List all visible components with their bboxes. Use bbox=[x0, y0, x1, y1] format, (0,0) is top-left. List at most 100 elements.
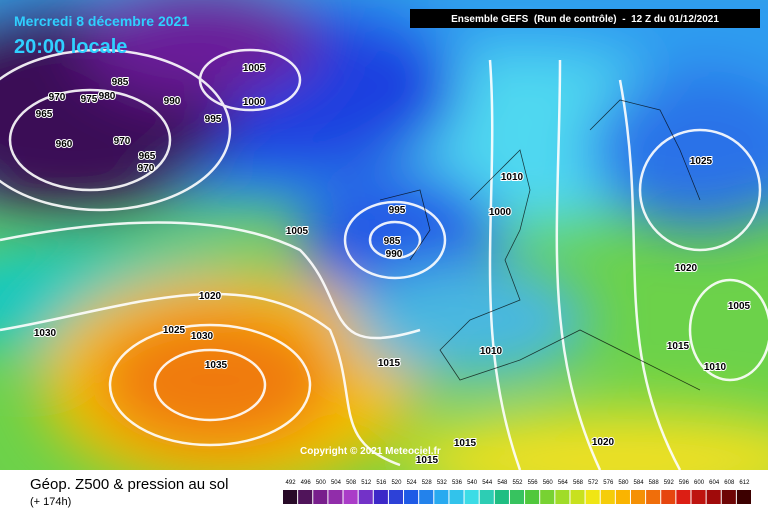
colorbar-swatch bbox=[373, 490, 388, 504]
colorbar-label: 592 bbox=[664, 480, 675, 486]
isobar-label: 1020 bbox=[199, 291, 222, 302]
colorbar-label: 524 bbox=[407, 480, 418, 486]
colorbar-label: 568 bbox=[573, 480, 584, 486]
colorbar-label: 508 bbox=[346, 480, 357, 486]
colorbar-swatch bbox=[283, 490, 298, 504]
isobar-label: 985 bbox=[384, 236, 401, 247]
colorbar-swatch bbox=[479, 490, 494, 504]
isobar-label: 1020 bbox=[675, 263, 698, 274]
isobar-label: 1020 bbox=[592, 437, 615, 448]
isobar-label: 990 bbox=[164, 96, 181, 107]
isobar-label: 1030 bbox=[191, 331, 214, 342]
colorbar-swatch bbox=[343, 490, 358, 504]
isobar-label: 1035 bbox=[205, 360, 228, 371]
isobar-label: 970 bbox=[114, 136, 131, 147]
colorbar-label: 596 bbox=[679, 480, 690, 486]
colorbar-swatch bbox=[525, 490, 540, 504]
isobar-label: 1015 bbox=[378, 358, 401, 369]
colorbar-swatch bbox=[358, 490, 373, 504]
colorbar-label: 564 bbox=[558, 480, 569, 486]
colorbar-label: 536 bbox=[452, 480, 463, 486]
model-box bbox=[410, 9, 760, 28]
colorbar-swatch bbox=[615, 490, 630, 504]
colorbar-swatch bbox=[388, 490, 404, 504]
colorbar-label: 580 bbox=[618, 480, 629, 486]
colorbar-swatch bbox=[494, 490, 509, 504]
colorbar-label: 612 bbox=[739, 480, 750, 486]
colorbar-label: 560 bbox=[543, 480, 554, 486]
colorbar-label: 588 bbox=[649, 480, 660, 486]
colorbar-swatch bbox=[449, 490, 464, 504]
isobar-label: 1000 bbox=[489, 207, 512, 218]
isobar-label: 1010 bbox=[501, 172, 524, 183]
colorbar-label: 604 bbox=[709, 480, 720, 486]
isobar-label: 995 bbox=[389, 205, 406, 216]
colorbar-swatch bbox=[691, 490, 706, 504]
isobar-label: 1015 bbox=[454, 438, 477, 449]
colorbar-swatch bbox=[600, 490, 615, 504]
isobar-label: 1010 bbox=[704, 362, 727, 373]
colorbar-swatch bbox=[298, 490, 313, 504]
colorbar-label: 492 bbox=[286, 480, 297, 486]
colorbar-swatch bbox=[646, 490, 661, 504]
colorbar-swatch bbox=[540, 490, 555, 504]
colorbar-label: 548 bbox=[497, 480, 508, 486]
colorbar-label: 600 bbox=[694, 480, 705, 486]
colorbar-swatch bbox=[630, 490, 646, 504]
colorbar-label: 512 bbox=[361, 480, 372, 486]
footer-title: Géop. Z500 & pression au sol bbox=[30, 476, 228, 493]
colorbar-label: 584 bbox=[634, 480, 645, 486]
colorbar-swatch bbox=[585, 490, 600, 504]
isobar-label: 965 bbox=[139, 151, 156, 162]
isobar-label: 1005 bbox=[243, 63, 266, 74]
colorbar-swatch bbox=[404, 490, 419, 504]
isobar-label: 980 bbox=[99, 91, 116, 102]
isobar-label: 960 bbox=[56, 139, 73, 150]
colorbar-swatch bbox=[676, 490, 691, 504]
isobar-label: 975 bbox=[81, 94, 98, 105]
isobar-label: 995 bbox=[205, 114, 222, 125]
isobar-label: 970 bbox=[138, 163, 155, 174]
colorbar-swatch bbox=[661, 490, 676, 504]
map-date: Mercredi 8 décembre 2021 bbox=[14, 13, 189, 29]
colorbar-label: 504 bbox=[331, 480, 342, 486]
colorbar-label: 608 bbox=[724, 480, 735, 486]
isobar-label: 1015 bbox=[667, 341, 690, 352]
colorbar-swatch bbox=[721, 490, 736, 504]
isobar-label: 1015 bbox=[416, 455, 439, 466]
isobar-label: 990 bbox=[386, 249, 403, 260]
colorbar-swatch bbox=[328, 490, 343, 504]
isobar-label: 1025 bbox=[163, 325, 186, 336]
isobar-label: 985 bbox=[112, 77, 129, 88]
isobar-label: 1025 bbox=[690, 156, 713, 167]
colorbar-swatch bbox=[555, 490, 570, 504]
colorbar-label: 556 bbox=[528, 480, 539, 486]
model-info: Ensemble GEFS (Run de contrôle) - 12 Z d… bbox=[451, 14, 719, 25]
isobar-label: 970 bbox=[49, 92, 66, 103]
isobar-label: 1000 bbox=[243, 97, 266, 108]
colorbar: 492 496 500 504 508 512 516 520 524 528 532 536 540 5… bbox=[283, 480, 751, 504]
isobar-label: 1010 bbox=[480, 346, 503, 357]
isobar-label: 965 bbox=[36, 109, 53, 120]
colorbar-swatch bbox=[419, 490, 434, 504]
colorbar-label: 528 bbox=[422, 480, 433, 486]
colorbar-label: 516 bbox=[376, 480, 387, 486]
colorbar-swatch bbox=[570, 490, 585, 504]
footer-lead: (+ 174h) bbox=[30, 496, 71, 508]
colorbar-label: 520 bbox=[391, 480, 402, 486]
colorbar-label: 572 bbox=[588, 480, 599, 486]
colorbar-label: 552 bbox=[512, 480, 523, 486]
colorbar-swatch bbox=[464, 490, 479, 504]
colorbar-swatch bbox=[313, 490, 328, 504]
colorbar-swatch bbox=[434, 490, 449, 504]
colorbar-label: 544 bbox=[482, 480, 493, 486]
copyright: Copyright © 2021 Meteociel.fr bbox=[300, 446, 441, 457]
map-time: 20:00 locale bbox=[14, 36, 127, 58]
colorbar-swatch bbox=[706, 490, 721, 504]
colorbar-label: 496 bbox=[301, 480, 312, 486]
isobar-label: 1005 bbox=[728, 301, 751, 312]
colorbar-swatch bbox=[509, 490, 525, 504]
